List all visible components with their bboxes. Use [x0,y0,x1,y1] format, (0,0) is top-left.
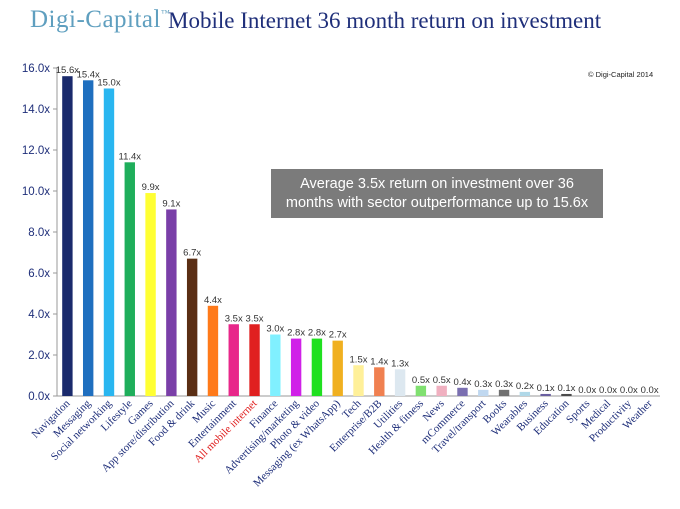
bar [62,76,73,396]
bar-value-label: 1.4x [370,356,388,367]
y-tick-label: 14.0x [22,104,50,116]
summary-callout: Average 3.5x return on investment over 3… [271,169,603,218]
copyright-notice: © Digi-Capital 2014 [588,70,654,79]
y-tick-label: 2.0x [28,350,50,362]
bar-value-label: 0.5x [433,375,451,386]
bar-value-label: 2.8x [308,328,326,339]
bar-value-label: 0.0x [620,385,638,396]
bar-value-label: 0.1x [557,383,575,394]
bar [145,193,156,396]
bar [478,389,489,396]
bar-value-label: 15.6x [56,65,79,76]
bar [82,80,94,397]
bar [415,385,427,396]
y-tick-label: 10.0x [22,186,50,198]
brand-logo: Digi-Capital™ [30,6,170,34]
bar-value-label: 0.0x [578,385,596,396]
bar-value-label: 3.5x [225,313,243,324]
y-tick-label: 6.0x [28,268,50,280]
bar-value-label: 0.5x [412,375,430,386]
bar [270,334,281,396]
bar [124,162,135,396]
bar-value-label: 9.9x [142,182,160,193]
bar [311,338,323,396]
bar [436,385,447,396]
bar-value-label: 0.1x [537,383,555,394]
brand-name: Digi-Capital [30,6,161,33]
bar [519,391,531,396]
bar-value-label: 11.4x [119,151,142,162]
bar [540,393,551,396]
bar-value-label: 4.4x [204,295,222,306]
bar [374,367,385,396]
callout-line-1: Average 3.5x return on investment over 3… [300,176,574,192]
y-tick-label: 12.0x [22,145,50,157]
bar [353,365,364,396]
bar-value-label: 0.0x [599,385,617,396]
bar [290,338,302,396]
y-tick-label: 8.0x [28,227,50,239]
bar [186,258,198,396]
y-tick-label: 0.0x [28,391,50,403]
bar-value-label: 6.7x [183,248,201,259]
bar [498,389,510,396]
bar-value-label: 3.5x [246,313,264,324]
bar [103,88,115,396]
callout-line-2: months with sector outperformance up to … [285,195,589,211]
page-title: Mobile Internet 36 month return on inves… [168,8,602,33]
chart-bars [62,76,572,397]
bar [166,209,177,396]
brand-trademark: ™ [160,8,171,18]
bar [228,324,239,396]
bar-value-label: 0.0x [641,385,659,396]
chart-axes: 0.0x 2.0x 4.0x 6.0x 8.0x 10.0x 12.0x 14.0x 16.0x [22,63,660,403]
bar-value-label: 2.8x [287,328,305,339]
y-tick-label: 4.0x [28,309,50,321]
bar-value-label: 1.5x [350,354,368,365]
bar [249,324,260,396]
bar [561,393,572,396]
bar [332,340,343,396]
chart-value-labels: 15.6x15.4x15.0x11.4x9.9x9.1x6.7x4.4x3.5x… [56,65,659,396]
bar-value-label: 0.3x [495,379,513,390]
bar-value-label: 15.4x [77,69,100,80]
bar-value-label: 1.3x [391,358,409,369]
bar-value-label: 15.0x [97,78,120,89]
y-tick-label: 16.0x [22,63,50,75]
bar [457,387,468,396]
bar-value-label: 0.4x [453,377,471,388]
bar [394,369,406,396]
bar-value-label: 3.0x [266,324,284,335]
title-bar: Digi-Capital™ Mobile Internet 36 month r… [0,0,680,40]
bar [207,305,219,396]
bar-value-label: 9.1x [162,198,180,209]
bar-value-label: 0.3x [474,379,492,390]
bar-value-label: 0.2x [516,381,534,392]
bar-value-label: 2.7x [329,330,347,341]
